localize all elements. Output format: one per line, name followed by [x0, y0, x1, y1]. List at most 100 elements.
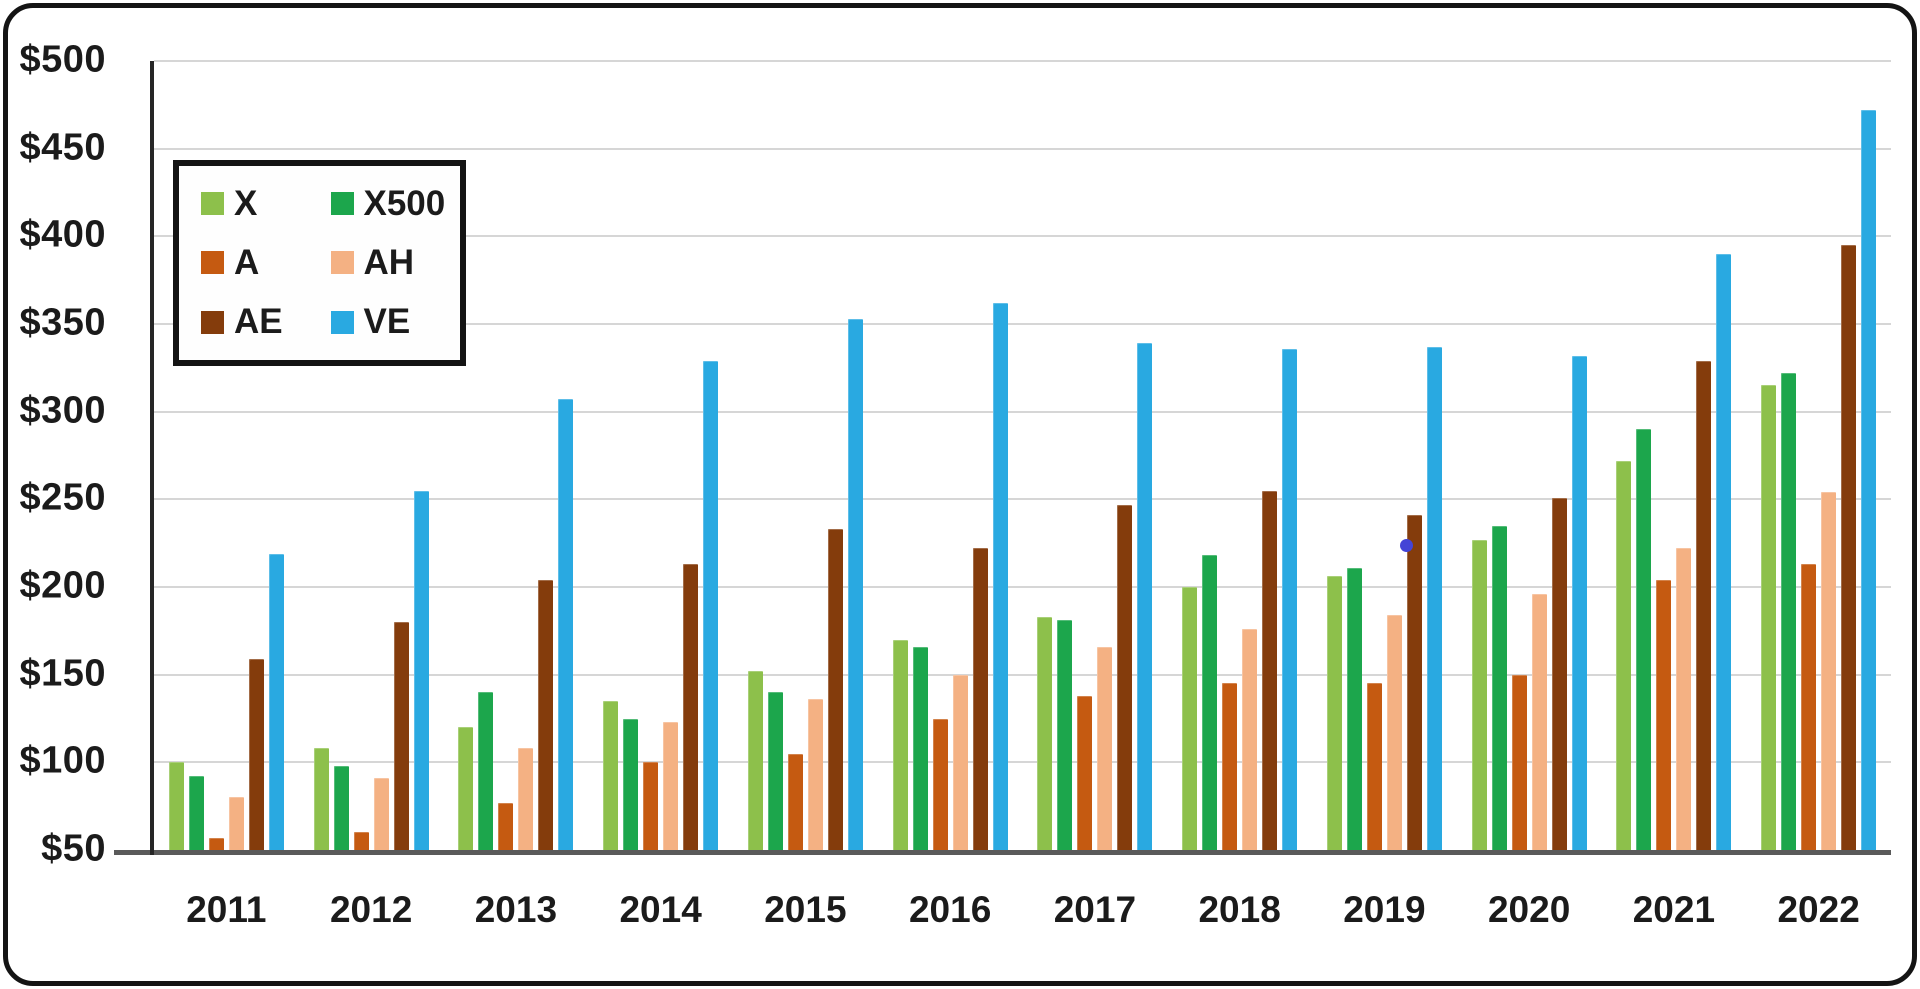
bar-VE-2022	[1861, 110, 1877, 850]
gridline-400	[154, 235, 1891, 238]
bar-X-2014	[603, 700, 619, 850]
y-axis-line	[150, 61, 154, 855]
bar-AH-2022	[1821, 492, 1837, 850]
chart-card: $500 $450 $400 $350 $300 $250 $200 $150 $100 $50 …	[3, 3, 1917, 986]
y-axis-labels: $500 $450 $400 $350 $300 $250 $200 $150 $100 $50	[8, 39, 112, 870]
gridline-300	[154, 410, 1891, 413]
bar-AE-2018	[1262, 490, 1278, 850]
bar-X500-2014	[623, 718, 639, 850]
bar-group-2013	[444, 61, 589, 850]
legend-swatch-VE	[330, 310, 354, 334]
bar-A-2018	[1222, 683, 1238, 850]
bar-AH-2020	[1531, 594, 1547, 850]
bar-X-2018	[1182, 587, 1198, 850]
bar-X-2021	[1616, 460, 1632, 850]
bar-A-2022	[1801, 564, 1817, 850]
bar-A-2012	[353, 832, 369, 850]
bar-X500-2017	[1057, 620, 1073, 850]
legend-swatch-AH	[330, 251, 354, 275]
bar-group-2021	[1602, 61, 1747, 850]
x-axis-labels: 2011 2012 2013 2014 2015 2016 2017 2018 2019 2020…	[154, 870, 1891, 950]
x-axis-label-2012: 2012	[329, 889, 413, 930]
x-axis-label-2014: 2014	[619, 889, 702, 930]
bar-group-2020	[1457, 61, 1602, 850]
bar-group-2017	[1023, 61, 1168, 850]
bar-A-2016	[932, 718, 948, 850]
bar-X-2017	[1037, 616, 1053, 850]
bar-X500-2021	[1636, 429, 1652, 850]
bar-AE-2016	[972, 548, 988, 850]
bar-X500-2020	[1491, 525, 1507, 850]
bar-AE-2019	[1399, 515, 1422, 850]
x-axis-line	[114, 850, 1891, 855]
bar-AH-2016	[952, 674, 968, 850]
bar-AH-2011	[228, 797, 244, 850]
x-axis-label-2020: 2020	[1487, 889, 1571, 930]
bar-AH-2015	[807, 699, 823, 850]
legend-label-X500: X500	[363, 183, 446, 223]
gridline-250	[154, 498, 1891, 501]
bar-X500-2019	[1346, 567, 1362, 850]
x-axis-label-2011: 2011	[186, 889, 267, 930]
bar-X500-2011	[188, 776, 204, 850]
bar-VE-2015	[847, 318, 863, 850]
bar-X-2015	[747, 671, 763, 850]
bar-AH-2021	[1676, 548, 1692, 850]
bar-X500-2016	[912, 646, 928, 850]
legend-item-VE: VE	[330, 302, 461, 342]
plot-area: X X500 A AH AE VE	[114, 60, 1891, 855]
gridline-450	[154, 147, 1891, 150]
bar-VE-2016	[992, 302, 1008, 850]
bar-A-2011	[208, 837, 224, 850]
bar-AE-2017	[1117, 504, 1133, 850]
bar-group-2018	[1167, 61, 1312, 850]
legend-label-A: A	[234, 242, 260, 282]
x-axis-label-2018: 2018	[1198, 889, 1281, 930]
x-axis-label-2022: 2022	[1777, 889, 1860, 930]
bar-AH-2012	[373, 778, 389, 850]
bar-AE-2014	[683, 564, 699, 850]
bar-A-2013	[498, 802, 514, 850]
bar-VE-2014	[703, 360, 719, 850]
bar-VE-2019	[1426, 346, 1442, 850]
bar-VE-2012	[413, 490, 429, 850]
bar-X-2012	[313, 748, 329, 850]
bar-group-2019	[1312, 61, 1457, 850]
x-axis-label-2013: 2013	[474, 889, 558, 930]
bar-group-2015	[733, 61, 878, 850]
x-axis-label-2017: 2017	[1053, 889, 1137, 930]
bar-X-2013	[458, 727, 474, 850]
x-axis-label-2021: 2021	[1632, 889, 1716, 930]
bar-VE-2020	[1571, 355, 1587, 850]
bar-group-2012	[299, 61, 444, 850]
bar-group-2011	[154, 61, 299, 850]
bar-AE-2022	[1841, 245, 1857, 850]
y-axis-tick-label: $250	[19, 476, 106, 519]
bar-X-2019	[1326, 576, 1342, 850]
bar-AE-2013	[538, 580, 554, 850]
gridline-150	[154, 673, 1891, 676]
bar-AE-2015	[827, 529, 843, 850]
bar-VE-2013	[558, 399, 574, 850]
bar-groups	[154, 61, 1891, 850]
bar-AH-2013	[518, 748, 534, 850]
y-axis-tick-label: $50	[41, 827, 106, 870]
bar-X500-2018	[1202, 555, 1218, 850]
bar-X-2022	[1761, 385, 1777, 850]
legend-swatch-AE	[201, 310, 224, 334]
legend-item-X: X	[201, 184, 331, 224]
bar-A-2019	[1366, 683, 1382, 850]
bar-group-2022	[1746, 61, 1891, 850]
bar-VE-2011	[268, 553, 284, 850]
legend-swatch-X	[201, 192, 224, 216]
bar-AH-2014	[663, 722, 679, 850]
bar-VE-2021	[1716, 253, 1732, 850]
bar-X-2020	[1471, 539, 1487, 850]
gridline-200	[154, 586, 1891, 589]
bar-AE-2021	[1696, 360, 1712, 850]
x-axis-label-2015: 2015	[764, 889, 847, 930]
x-axis-label-2016: 2016	[908, 889, 992, 930]
legend-label-AH: AH	[363, 242, 415, 282]
bar-X-2011	[168, 762, 184, 850]
y-axis-tick-label: $300	[19, 389, 106, 432]
